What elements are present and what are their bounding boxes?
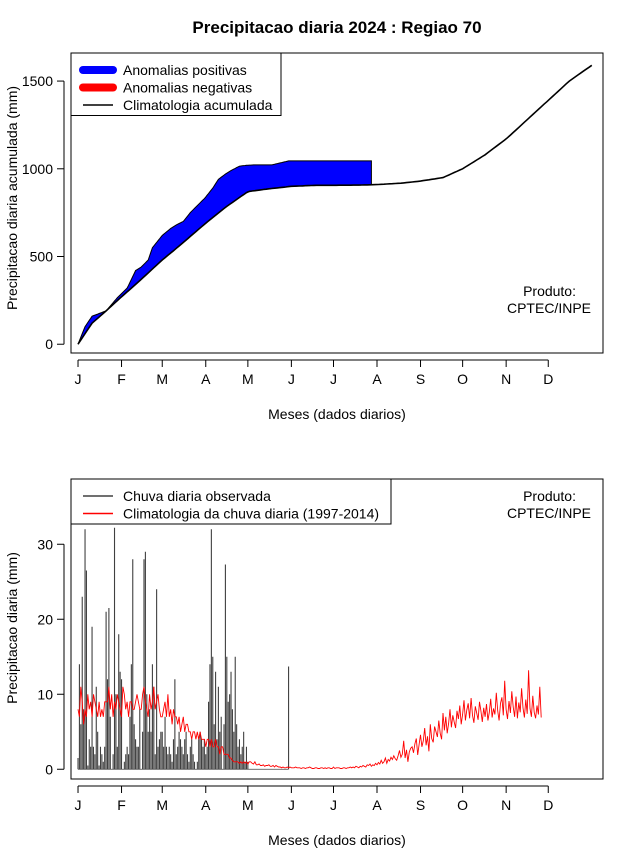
bottom-y-tick-label: 10 (37, 686, 53, 702)
top-y-tick-label: 1000 (22, 161, 53, 177)
top-x-tick-label: O (457, 371, 468, 387)
bottom-xlabel: Meses (dados diarios) (268, 832, 406, 848)
bottom-y-tick-label: 20 (37, 611, 53, 627)
top-y-tick-label: 1500 (22, 73, 53, 89)
top-x-tick-label: A (372, 371, 382, 387)
top-x-tick-label: J (330, 371, 337, 387)
bottom-x-tick-label: J (330, 797, 337, 813)
bottom-x-tick-label: J (288, 797, 295, 813)
top-x-tick-label: A (201, 371, 211, 387)
top-x-tick-label: J (288, 371, 295, 387)
top-y-tick-label: 500 (30, 249, 54, 265)
legend-label: Climatologia acumulada (123, 97, 273, 113)
legend-label: Anomalias positivas (123, 62, 247, 78)
top-y-tick-label: 0 (45, 336, 53, 352)
bottom-x-tick-label: A (372, 797, 382, 813)
top-legend: Anomalias positivas Anomalias negativasCl… (70, 52, 282, 116)
legend-label: Anomalias negativas (123, 80, 252, 96)
bottom-x-tick-label: M (242, 797, 254, 813)
bottom-credit-line1: Produto: (523, 488, 576, 504)
top-ylabel: Precipitacao diaria acumulada (mm) (4, 86, 20, 310)
bottom-legend: Chuva diaria observada Climatologia da ch… (70, 478, 392, 525)
top-positive-anomaly-area (77, 160, 372, 345)
top-climatology-line (77, 64, 593, 345)
legend-box (70, 478, 392, 525)
bottom-x-tick-label: J (75, 797, 82, 813)
bottom-climatology-line (77, 670, 542, 770)
bottom-x-tick-label: M (156, 797, 168, 813)
top-x-tick-label: S (416, 371, 425, 387)
top-x-tick-label: M (242, 371, 254, 387)
top-x-tick-label: D (543, 371, 553, 387)
bottom-x-tick-label: O (457, 797, 468, 813)
top-x-tick-label: F (117, 371, 126, 387)
legend-label: Chuva diaria observada (123, 488, 271, 504)
bottom-ylabel: Precipitacao diaria (mm) (4, 552, 20, 704)
bottom-x-tick-label: F (117, 797, 126, 813)
bottom-x-tick-label: N (501, 797, 511, 813)
bottom-x-tick-label: A (201, 797, 211, 813)
top-x-tick-label: J (75, 371, 82, 387)
top-xlabel: Meses (dados diarios) (268, 406, 406, 422)
legend-label: Climatologia da chuva diaria (1997-2014) (123, 506, 379, 522)
bottom-y-tick-label: 0 (45, 761, 53, 777)
top-x-tick-label: M (156, 371, 168, 387)
top-credit-line2: CPTEC/INPE (507, 300, 591, 316)
bottom-observed-bars (77, 527, 290, 770)
chart-title: Precipitacao diaria 2024 : Regiao 70 (192, 18, 481, 37)
top-x-tick-label: N (501, 371, 511, 387)
top-credit-line1: Produto: (523, 283, 576, 299)
bottom-credit-line2: CPTEC/INPE (507, 505, 591, 521)
bottom-y-tick-label: 30 (37, 536, 53, 552)
bottom-x-tick-label: D (543, 797, 553, 813)
bottom-x-tick-label: S (416, 797, 425, 813)
top-plot-frame (70, 52, 604, 354)
